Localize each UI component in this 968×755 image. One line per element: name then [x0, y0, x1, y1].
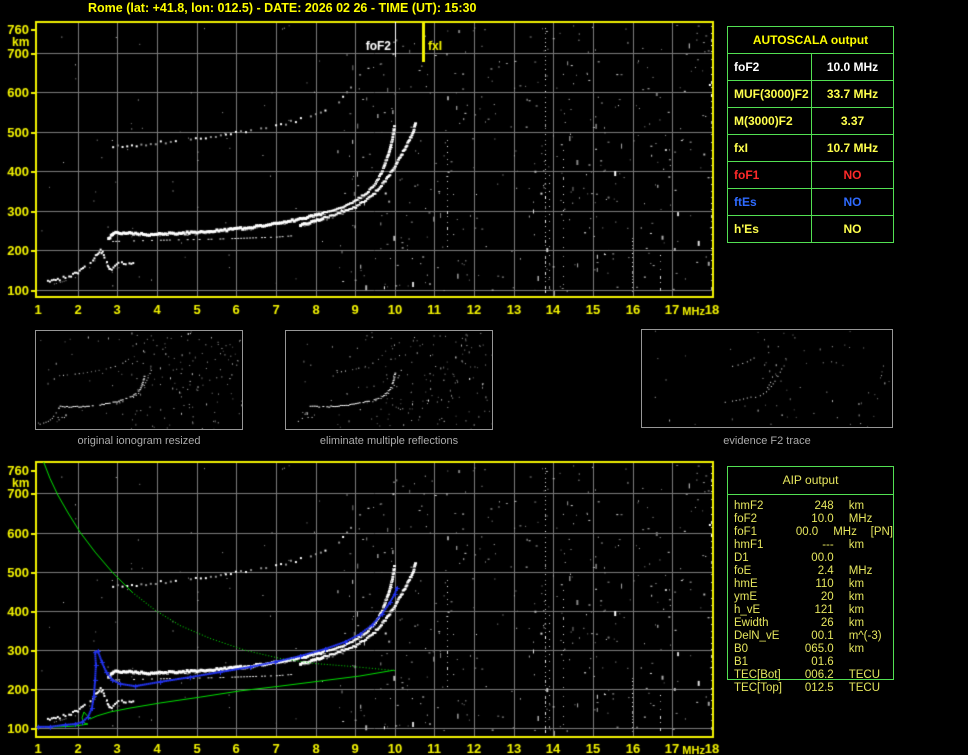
aip-value: 121: [814, 604, 834, 616]
param-value: NO: [843, 168, 862, 182]
aip-label: hmF1: [734, 539, 764, 551]
aip-label: TEC[Bot]: [734, 669, 781, 681]
aip-value: 006.2: [804, 669, 834, 681]
aip-unit: TECU: [848, 669, 880, 681]
aip-value: 00.1: [811, 630, 834, 642]
aip-table-rows: hmF2 248 km foF2 10.0 MHz foF1 00.0 MHz [PN] hmF1-…: [728, 500, 893, 695]
aip-unit: km: [848, 591, 865, 603]
aip-row-fof1: foF1 00.0 MHz [PN]: [728, 526, 893, 539]
thumbnail-evidence-f2-trace: [641, 329, 893, 428]
aip-value: 26: [820, 617, 834, 629]
aip-value: 00.0: [795, 526, 819, 538]
autoscala-row-muf-3000-f2: MUF(3000)F2 33.7 MHz: [728, 80, 893, 107]
aip-value: 01.6: [811, 656, 834, 668]
param-value: 3.37: [840, 114, 865, 128]
autoscala-row-m-3000-f2: M(3000)F2 3.37: [728, 107, 893, 134]
aip-unit: [834, 656, 893, 669]
thumbnail-caption-3: evidence F2 trace: [723, 435, 811, 447]
aip-row-fof2: foF2 10.0 MHz: [728, 513, 893, 526]
aip-label: foF1: [734, 526, 758, 538]
aip-unit: m^(-3): [848, 630, 882, 642]
aip-row-tec-top-: TEC[Top] 012.5 TECU: [728, 682, 893, 695]
param-value: 33.7 MHz: [826, 87, 879, 101]
autoscala-output-table: AUTOSCALA output foF2 10.0 MHz MUF(3000)F2…: [727, 26, 894, 243]
aip-row-b1: B1 01.6: [728, 656, 893, 669]
aip-row-hmf1: hmF1 --- km: [728, 539, 893, 552]
param-name: h'Es: [728, 216, 812, 242]
aip-row-tec-bot-: TEC[Bot] 006.2 TECU: [728, 669, 893, 682]
param-name: foF2: [728, 54, 812, 80]
aip-label: B0: [734, 643, 749, 655]
aip-unit: km: [848, 539, 865, 551]
aip-row-d1: D1 00.0: [728, 552, 893, 565]
aip-row-hmf2: hmF2 248 km: [728, 500, 893, 513]
aip-row-b0: B0 065.0 km: [728, 643, 893, 656]
aip-unit: [834, 552, 893, 565]
profile-ionogram-plot: [0, 455, 725, 755]
param-name: M(3000)F2: [728, 108, 812, 134]
aip-row-deln-ve: DelN_vE 00.1 m^(-3): [728, 630, 893, 643]
aip-value: 110: [815, 578, 834, 590]
aip-label: hmF2: [734, 500, 764, 512]
aip-label: foF2: [734, 513, 758, 525]
aip-label: ymE: [734, 591, 757, 603]
aip-table-header: AIP output: [728, 467, 893, 495]
param-value: NO: [843, 222, 862, 236]
aip-unit: MHz: [833, 526, 857, 538]
aip-value: 012.5: [804, 682, 834, 694]
param-name: ftEs: [728, 189, 812, 215]
aip-row-foe: foE 2.4 MHz: [728, 565, 893, 578]
aip-label: hmE: [734, 578, 758, 590]
thumbnail-caption-2: eliminate multiple reflections: [319, 435, 459, 447]
aip-unit: km: [848, 643, 865, 655]
aip-value: 248: [814, 500, 834, 512]
autoscala-row-fof1: foF1 NO: [728, 161, 893, 188]
param-name: foF1: [728, 162, 812, 188]
aip-unit: km: [848, 500, 865, 512]
aip-value: 20: [820, 591, 834, 603]
aip-label: DelN_vE: [734, 630, 780, 642]
autoscala-row-fxi: fxI 10.7 MHz: [728, 134, 893, 161]
autoscala-row-h-es: h'Es NO: [728, 215, 893, 242]
autoscala-table-header: AUTOSCALA output: [752, 33, 869, 47]
autoscala-row-ftes: ftEs NO: [728, 188, 893, 215]
autoscala-table-rows: foF2 10.0 MHz MUF(3000)F2 33.7 MHz M(3000)F2…: [728, 53, 893, 242]
scaled-ionogram-plot: [0, 15, 725, 317]
aip-label: D1: [734, 552, 749, 564]
aip-unit: km: [848, 604, 865, 616]
thumbnail-original-ionogram: [35, 330, 243, 430]
aip-label: foE: [734, 565, 752, 577]
aip-extra: [PN]: [870, 526, 893, 538]
aip-value: 00.0: [811, 552, 834, 564]
aip-label: B1: [734, 656, 749, 668]
aip-label: h_vE: [734, 604, 761, 616]
aip-row-yme: ymE 20 km: [728, 591, 893, 604]
aip-unit: TECU: [848, 682, 880, 694]
aip-unit: MHz: [848, 513, 873, 525]
param-value: 10.7 MHz: [826, 141, 879, 155]
thumbnail-caption-1: original ionogram resized: [77, 435, 201, 447]
aip-output-table: AIP output hmF2 248 km foF2 10.0 MHz foF1 00.0 M…: [727, 466, 894, 694]
thumbnail-eliminate-reflections: [285, 330, 493, 430]
autoscala-row-fof2: foF2 10.0 MHz: [728, 53, 893, 80]
aip-value: 10.0: [811, 513, 834, 525]
page-title: Rome (lat: +41.8, lon: 012.5) - DATE: 20…: [88, 1, 477, 15]
aip-row-h-ve: h_vE 121 km: [728, 604, 893, 617]
aip-unit: km: [848, 617, 865, 629]
aip-label: TEC[Top]: [734, 682, 782, 694]
param-value: NO: [843, 195, 862, 209]
aip-row-hme: hmE 110 km: [728, 578, 893, 591]
param-name: MUF(3000)F2: [728, 81, 812, 107]
param-name: fxI: [728, 135, 812, 161]
aip-unit: km: [848, 578, 865, 590]
aip-value: 065.0: [804, 643, 834, 655]
aip-row-ewidth: Ewidth 26 km: [728, 617, 893, 630]
param-value: 10.0 MHz: [826, 60, 879, 74]
aip-value: ---: [822, 539, 834, 551]
aip-unit: MHz: [848, 565, 873, 577]
aip-value: 2.4: [817, 565, 834, 577]
aip-label: Ewidth: [734, 617, 769, 629]
